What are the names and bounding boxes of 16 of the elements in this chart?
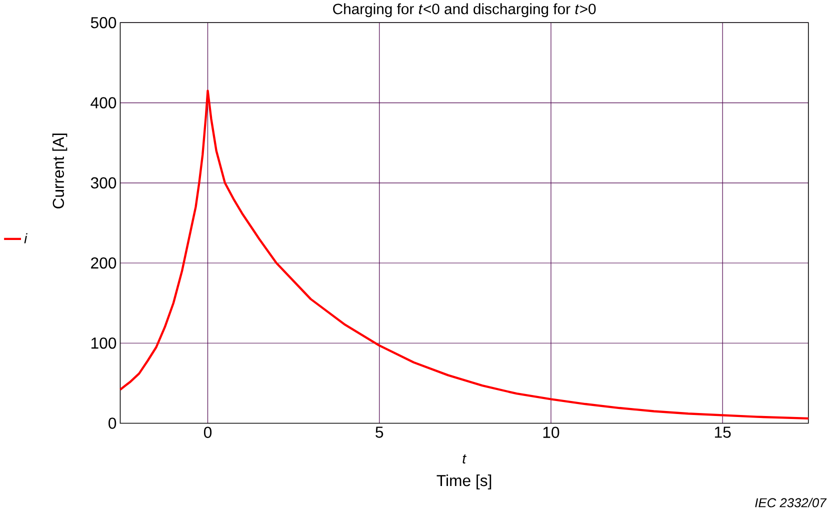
legend-label: i: [24, 233, 28, 244]
y-axis-title: Current [A]: [52, 134, 68, 209]
y-tick-label: 0: [108, 418, 116, 430]
text: t: [462, 454, 466, 464]
x-axis-title: Time [s]: [436, 474, 492, 490]
y-tick-label: 200: [91, 258, 116, 269]
y-tick-label: 100: [91, 338, 116, 349]
x-tick-label: 0: [204, 426, 212, 438]
y-tick-label: 300: [90, 177, 116, 189]
text: IEC 2332/07: [755, 498, 827, 508]
x-tick-label: 5: [376, 426, 384, 438]
chart-title: Charging for t<0 and discharging for t>0: [333, 3, 596, 18]
y-tick-label: 500: [90, 17, 116, 28]
x-tick-label: 10: [543, 426, 560, 438]
x-tick-label: 15: [714, 426, 731, 438]
y-tick-label: 400: [90, 97, 116, 109]
